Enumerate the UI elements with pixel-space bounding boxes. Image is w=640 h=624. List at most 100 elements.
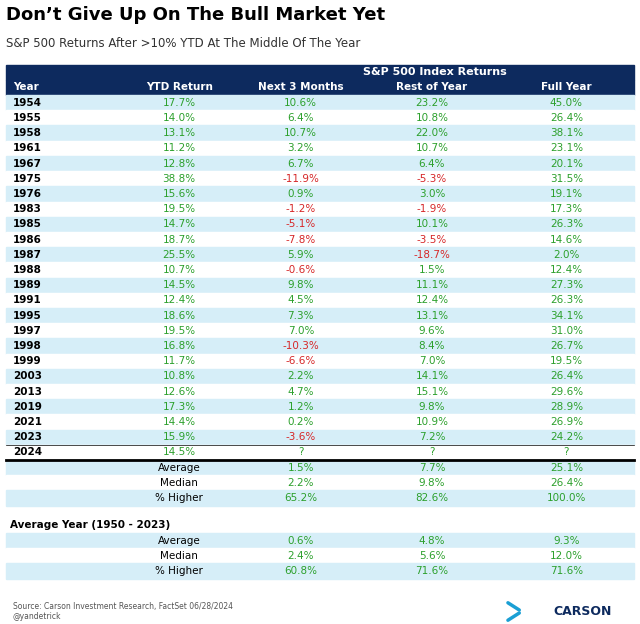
- Text: 15.9%: 15.9%: [163, 432, 196, 442]
- Text: 1975: 1975: [13, 173, 42, 183]
- Bar: [6, 563, 634, 578]
- Text: 25.5%: 25.5%: [163, 250, 196, 260]
- Text: 10.9%: 10.9%: [415, 417, 449, 427]
- Text: 1989: 1989: [13, 280, 42, 290]
- Text: 65.2%: 65.2%: [284, 493, 317, 503]
- Bar: [6, 354, 634, 369]
- Text: 26.3%: 26.3%: [550, 295, 583, 305]
- Text: 17.7%: 17.7%: [163, 98, 196, 108]
- Bar: [6, 414, 634, 429]
- Text: 2019: 2019: [13, 402, 42, 412]
- Text: 2023: 2023: [13, 432, 42, 442]
- Bar: [6, 217, 634, 232]
- Text: 1987: 1987: [13, 250, 42, 260]
- Text: Average: Average: [158, 462, 200, 472]
- Text: Full Year: Full Year: [541, 82, 592, 92]
- Text: 19.5%: 19.5%: [163, 326, 196, 336]
- Text: 9.8%: 9.8%: [419, 478, 445, 488]
- Text: 26.4%: 26.4%: [550, 371, 583, 381]
- Text: 17.3%: 17.3%: [163, 402, 196, 412]
- Text: 38.1%: 38.1%: [550, 128, 583, 138]
- Text: -1.2%: -1.2%: [285, 204, 316, 214]
- Text: 7.3%: 7.3%: [287, 311, 314, 321]
- Text: 6.7%: 6.7%: [287, 158, 314, 168]
- Text: 25.1%: 25.1%: [550, 462, 583, 472]
- Text: 14.1%: 14.1%: [415, 371, 449, 381]
- Bar: [6, 429, 634, 445]
- Text: 100.0%: 100.0%: [547, 493, 586, 503]
- Text: 26.3%: 26.3%: [550, 219, 583, 229]
- Bar: [6, 140, 634, 156]
- Text: 7.2%: 7.2%: [419, 432, 445, 442]
- Bar: [6, 460, 634, 475]
- Text: 26.4%: 26.4%: [550, 478, 583, 488]
- Text: 1983: 1983: [13, 204, 42, 214]
- Text: -18.7%: -18.7%: [413, 250, 451, 260]
- Text: 5.9%: 5.9%: [287, 250, 314, 260]
- Text: 16.8%: 16.8%: [163, 341, 196, 351]
- Text: 10.8%: 10.8%: [163, 371, 196, 381]
- Text: 14.6%: 14.6%: [550, 235, 583, 245]
- Text: 0.2%: 0.2%: [287, 417, 314, 427]
- Bar: [6, 232, 634, 247]
- Bar: [6, 125, 634, 140]
- Text: 13.1%: 13.1%: [163, 128, 196, 138]
- Bar: [6, 171, 634, 187]
- Text: 1.2%: 1.2%: [287, 402, 314, 412]
- Bar: [6, 65, 634, 80]
- Bar: [6, 475, 634, 490]
- Bar: [6, 445, 634, 460]
- Text: 10.7%: 10.7%: [284, 128, 317, 138]
- Text: YTD Return: YTD Return: [146, 82, 212, 92]
- Text: -3.5%: -3.5%: [417, 235, 447, 245]
- Text: 11.1%: 11.1%: [415, 280, 449, 290]
- Text: 1995: 1995: [13, 311, 42, 321]
- Text: CARSON: CARSON: [553, 605, 612, 618]
- Text: 26.9%: 26.9%: [550, 417, 583, 427]
- Text: 9.3%: 9.3%: [553, 535, 580, 545]
- Text: Median: Median: [160, 551, 198, 561]
- Text: 3.2%: 3.2%: [287, 144, 314, 154]
- Text: 23.1%: 23.1%: [550, 144, 583, 154]
- Text: 1985: 1985: [13, 219, 42, 229]
- Text: Don’t Give Up On The Bull Market Yet: Don’t Give Up On The Bull Market Yet: [6, 6, 385, 24]
- Text: 1999: 1999: [13, 356, 42, 366]
- Text: 19.5%: 19.5%: [550, 356, 583, 366]
- Text: 7.7%: 7.7%: [419, 462, 445, 472]
- Bar: [6, 293, 634, 308]
- Text: 10.1%: 10.1%: [415, 219, 449, 229]
- Text: -11.9%: -11.9%: [282, 173, 319, 183]
- Text: 1961: 1961: [13, 144, 42, 154]
- Text: 27.3%: 27.3%: [550, 280, 583, 290]
- Text: 11.2%: 11.2%: [163, 144, 196, 154]
- Text: ?: ?: [298, 447, 303, 457]
- Bar: [6, 247, 634, 262]
- Bar: [6, 110, 634, 125]
- Text: 17.3%: 17.3%: [550, 204, 583, 214]
- Bar: [6, 80, 634, 95]
- Text: 71.6%: 71.6%: [550, 566, 583, 576]
- Text: 14.5%: 14.5%: [163, 447, 196, 457]
- Text: 1.5%: 1.5%: [419, 265, 445, 275]
- Text: 9.6%: 9.6%: [419, 326, 445, 336]
- Text: S&P 500 Returns After >10% YTD At The Middle Of The Year: S&P 500 Returns After >10% YTD At The Mi…: [6, 37, 361, 50]
- Text: 1988: 1988: [13, 265, 42, 275]
- Text: 14.0%: 14.0%: [163, 113, 196, 123]
- Text: 24.2%: 24.2%: [550, 432, 583, 442]
- Text: 12.0%: 12.0%: [550, 551, 583, 561]
- Text: Average Year (1950 - 2023): Average Year (1950 - 2023): [10, 520, 170, 530]
- Text: 2024: 2024: [13, 447, 42, 457]
- Text: 28.9%: 28.9%: [550, 402, 583, 412]
- Text: 1954: 1954: [13, 98, 42, 108]
- Text: 19.5%: 19.5%: [163, 204, 196, 214]
- Text: 1986: 1986: [13, 235, 42, 245]
- Text: -6.6%: -6.6%: [285, 356, 316, 366]
- Text: 2013: 2013: [13, 386, 42, 397]
- Text: 26.4%: 26.4%: [550, 113, 583, 123]
- Text: Source: Carson Investment Research, FactSet 06/28/2024
@yandetrick: Source: Carson Investment Research, Fact…: [13, 602, 233, 622]
- Bar: [6, 262, 634, 278]
- Text: 18.6%: 18.6%: [163, 311, 196, 321]
- Text: 3.0%: 3.0%: [419, 189, 445, 199]
- Text: 71.6%: 71.6%: [415, 566, 449, 576]
- Text: 2.0%: 2.0%: [553, 250, 580, 260]
